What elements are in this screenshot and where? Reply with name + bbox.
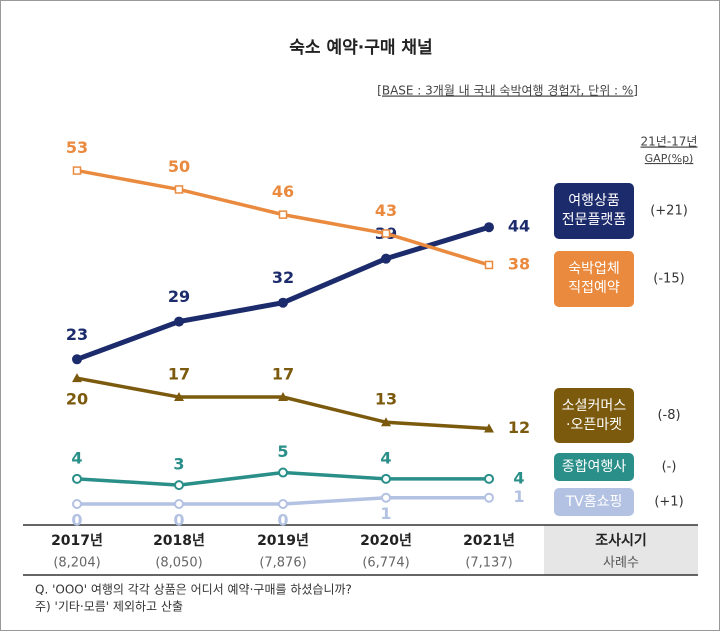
marker [174, 499, 184, 509]
note: Q. 'OOO' 여행의 각각 상품은 어디서 예약·구매를 하셨습니까? [35, 582, 352, 597]
marker [484, 423, 494, 433]
marker [381, 473, 391, 484]
marker [278, 297, 288, 308]
data-label: 5 [277, 442, 288, 461]
data-label: 13 [375, 390, 397, 409]
marker [484, 260, 494, 270]
data-label: 12 [508, 418, 530, 437]
data-label: 3 [173, 455, 184, 474]
sample-size: (7,137) [465, 556, 512, 571]
legend-entry: 소셜커머스 ·오픈마켓 [554, 388, 634, 443]
data-label: 4 [380, 448, 391, 467]
data-label: 4 [71, 448, 82, 467]
marker [484, 473, 494, 484]
data-label: 38 [508, 254, 530, 273]
marker [278, 392, 288, 402]
gap-value: (+1) [654, 495, 683, 510]
legend-entry: 여행상품 전문플랫폼 [554, 183, 634, 239]
data-label: 50 [168, 157, 190, 176]
x-tick-label: 2020년 [360, 533, 412, 549]
series-line [76, 376, 490, 431]
data-label: 32 [272, 268, 294, 287]
sample-size: (8,050) [155, 556, 202, 571]
data-label: 44 [508, 217, 530, 236]
marker [72, 166, 82, 175]
note: 주) '기타·모름' 제외하고 산출 [35, 600, 183, 614]
gap-unit: GAP(%p) [645, 152, 694, 165]
marker [72, 473, 82, 484]
marker [278, 467, 288, 478]
chart-subtitle: [BASE : 3개월 내 국내 숙박여행 경험자, 단위 : %] [377, 83, 638, 98]
marker [484, 222, 494, 233]
sample-size: (8,204) [53, 556, 100, 571]
gap-value: (-) [662, 460, 677, 475]
marker [381, 229, 391, 238]
data-label: 53 [66, 138, 88, 157]
marker [174, 185, 184, 194]
marker [174, 316, 184, 327]
data-label: 1 [380, 504, 391, 523]
x-tick-label: 2021년 [463, 533, 515, 549]
marker [381, 417, 391, 427]
legend-entry: 종합여행사 [554, 453, 634, 481]
sample-sub: 사례수 [603, 556, 639, 571]
data-label: 20 [66, 390, 88, 409]
marker [484, 492, 494, 503]
marker [174, 392, 184, 402]
data-label: 23 [66, 325, 88, 344]
data-label: 0 [173, 511, 184, 530]
gap-value: (-15) [653, 272, 684, 287]
marker [381, 253, 391, 264]
legend-entry: 숙박업체 직접예약 [554, 251, 634, 307]
data-label: 17 [168, 365, 190, 384]
legend-entry: TV홈쇼핑 [554, 488, 634, 516]
x-tick-label: 2018년 [153, 533, 205, 549]
x-tick-label: 2017년 [51, 533, 103, 549]
sample-label: 조사시기 [595, 533, 647, 549]
data-label: 4 [513, 468, 524, 487]
data-label: 46 [272, 182, 294, 201]
gap-value: (+21) [650, 204, 688, 219]
chart-title: 숙소 예약·구매 채널 [289, 37, 432, 58]
marker [278, 210, 288, 219]
data-label: 1 [513, 487, 524, 506]
marker [72, 373, 82, 383]
marker [278, 499, 288, 509]
data-label: 0 [71, 511, 82, 530]
marker [72, 354, 82, 365]
sample-size: (7,876) [259, 556, 306, 571]
data-label: 43 [375, 201, 397, 220]
data-label: 17 [272, 365, 294, 384]
gap-value: (-8) [657, 408, 680, 423]
gap-title: 21년-17년 [641, 135, 698, 149]
marker [174, 480, 184, 491]
sample-header-bg [544, 525, 698, 575]
marker [381, 492, 391, 503]
x-tick-label: 2019년 [257, 533, 309, 549]
data-label: 29 [168, 287, 190, 306]
data-label: 0 [277, 511, 288, 530]
sample-size: (6,774) [362, 556, 409, 571]
marker [72, 499, 82, 509]
